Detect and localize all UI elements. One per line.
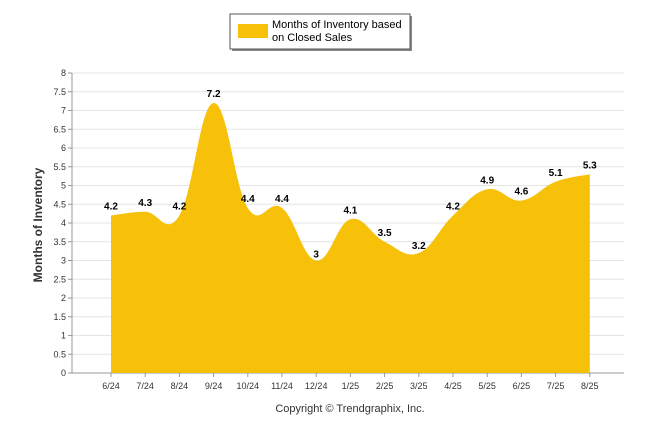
series-area bbox=[111, 102, 590, 374]
x-tick-label: 11/24 bbox=[271, 381, 293, 391]
y-tick-label: 5.5 bbox=[53, 162, 66, 172]
y-tick-label: 3.5 bbox=[53, 237, 66, 247]
data-label: 3.2 bbox=[412, 241, 426, 252]
y-tick-label: 0.5 bbox=[53, 349, 66, 359]
x-tick-label: 3/25 bbox=[410, 381, 428, 391]
x-tick-label: 12/24 bbox=[305, 381, 328, 391]
data-label: 4.4 bbox=[275, 194, 289, 205]
data-label: 5.1 bbox=[549, 168, 563, 179]
x-axis-ticks: 6/24 7/24 8/24 9/24 10/24 11/24 12/24 1/25 2/25 3… bbox=[102, 373, 599, 391]
legend: Months of Inventory based on Closed Sale… bbox=[229, 13, 412, 51]
y-tick-label: 7.5 bbox=[53, 87, 66, 97]
x-tick-label: 8/24 bbox=[171, 381, 189, 391]
legend-label-line-2: on Closed Sales bbox=[272, 32, 353, 44]
data-label: 4.3 bbox=[138, 198, 152, 209]
x-tick-label: 2/25 bbox=[376, 381, 394, 391]
x-tick-label: 1/25 bbox=[342, 381, 360, 391]
x-tick-label: 6/24 bbox=[102, 381, 120, 391]
y-axis-title: Months of Inventory bbox=[31, 167, 45, 282]
area-fill bbox=[111, 102, 590, 374]
data-label: 7.2 bbox=[207, 89, 221, 100]
data-label: 4.6 bbox=[514, 187, 528, 198]
y-axis-ticks: 0 0.5 1 1.5 2 2.5 3 3.5 4 4.5 5 5.5 6 6.5 7 7.5 8 bbox=[53, 68, 66, 378]
y-tick-label: 4 bbox=[61, 218, 66, 228]
y-tick-label: 2 bbox=[61, 293, 66, 303]
data-label: 5.3 bbox=[583, 160, 597, 171]
data-labels: 4.2 4.3 4.2 7.2 4.4 4.4 3 4.1 3.5 3.2 4.2 4.9 4.6 5.1… bbox=[104, 89, 597, 261]
y-tick-label: 1.5 bbox=[53, 312, 66, 322]
x-tick-label: 5/25 bbox=[478, 381, 496, 391]
legend-label-line-1: Months of Inventory based bbox=[272, 19, 402, 31]
x-tick-label: 6/25 bbox=[513, 381, 531, 391]
y-tick-label: 7 bbox=[61, 106, 66, 116]
y-tick-label: 8 bbox=[61, 68, 66, 78]
data-label: 3 bbox=[313, 250, 319, 261]
y-tick-label: 5 bbox=[61, 181, 66, 191]
x-tick-label: 10/24 bbox=[237, 381, 260, 391]
data-label: 4.4 bbox=[241, 194, 255, 205]
data-label: 4.2 bbox=[446, 202, 460, 213]
x-tick-label: 7/25 bbox=[547, 381, 565, 391]
x-tick-label: 8/25 bbox=[581, 381, 599, 391]
x-tick-label: 9/24 bbox=[205, 381, 223, 391]
y-tick-label: 4.5 bbox=[53, 199, 66, 209]
copyright-footer: Copyright © Trendgraphix, Inc. bbox=[275, 403, 424, 415]
legend-swatch bbox=[238, 24, 268, 38]
data-label: 4.2 bbox=[104, 202, 118, 213]
y-tick-label: 1 bbox=[61, 331, 66, 341]
y-tick-label: 6 bbox=[61, 143, 66, 153]
data-label: 3.5 bbox=[378, 228, 392, 239]
data-label: 4.1 bbox=[343, 205, 357, 216]
x-tick-label: 4/25 bbox=[444, 381, 462, 391]
y-tick-label: 0 bbox=[61, 368, 66, 378]
y-tick-label: 6.5 bbox=[53, 124, 66, 134]
y-tick-label: 3 bbox=[61, 256, 66, 266]
data-label: 4.9 bbox=[480, 175, 494, 186]
x-tick-label: 7/24 bbox=[136, 381, 154, 391]
y-tick-label: 2.5 bbox=[53, 274, 66, 284]
data-label: 4.2 bbox=[172, 202, 186, 213]
